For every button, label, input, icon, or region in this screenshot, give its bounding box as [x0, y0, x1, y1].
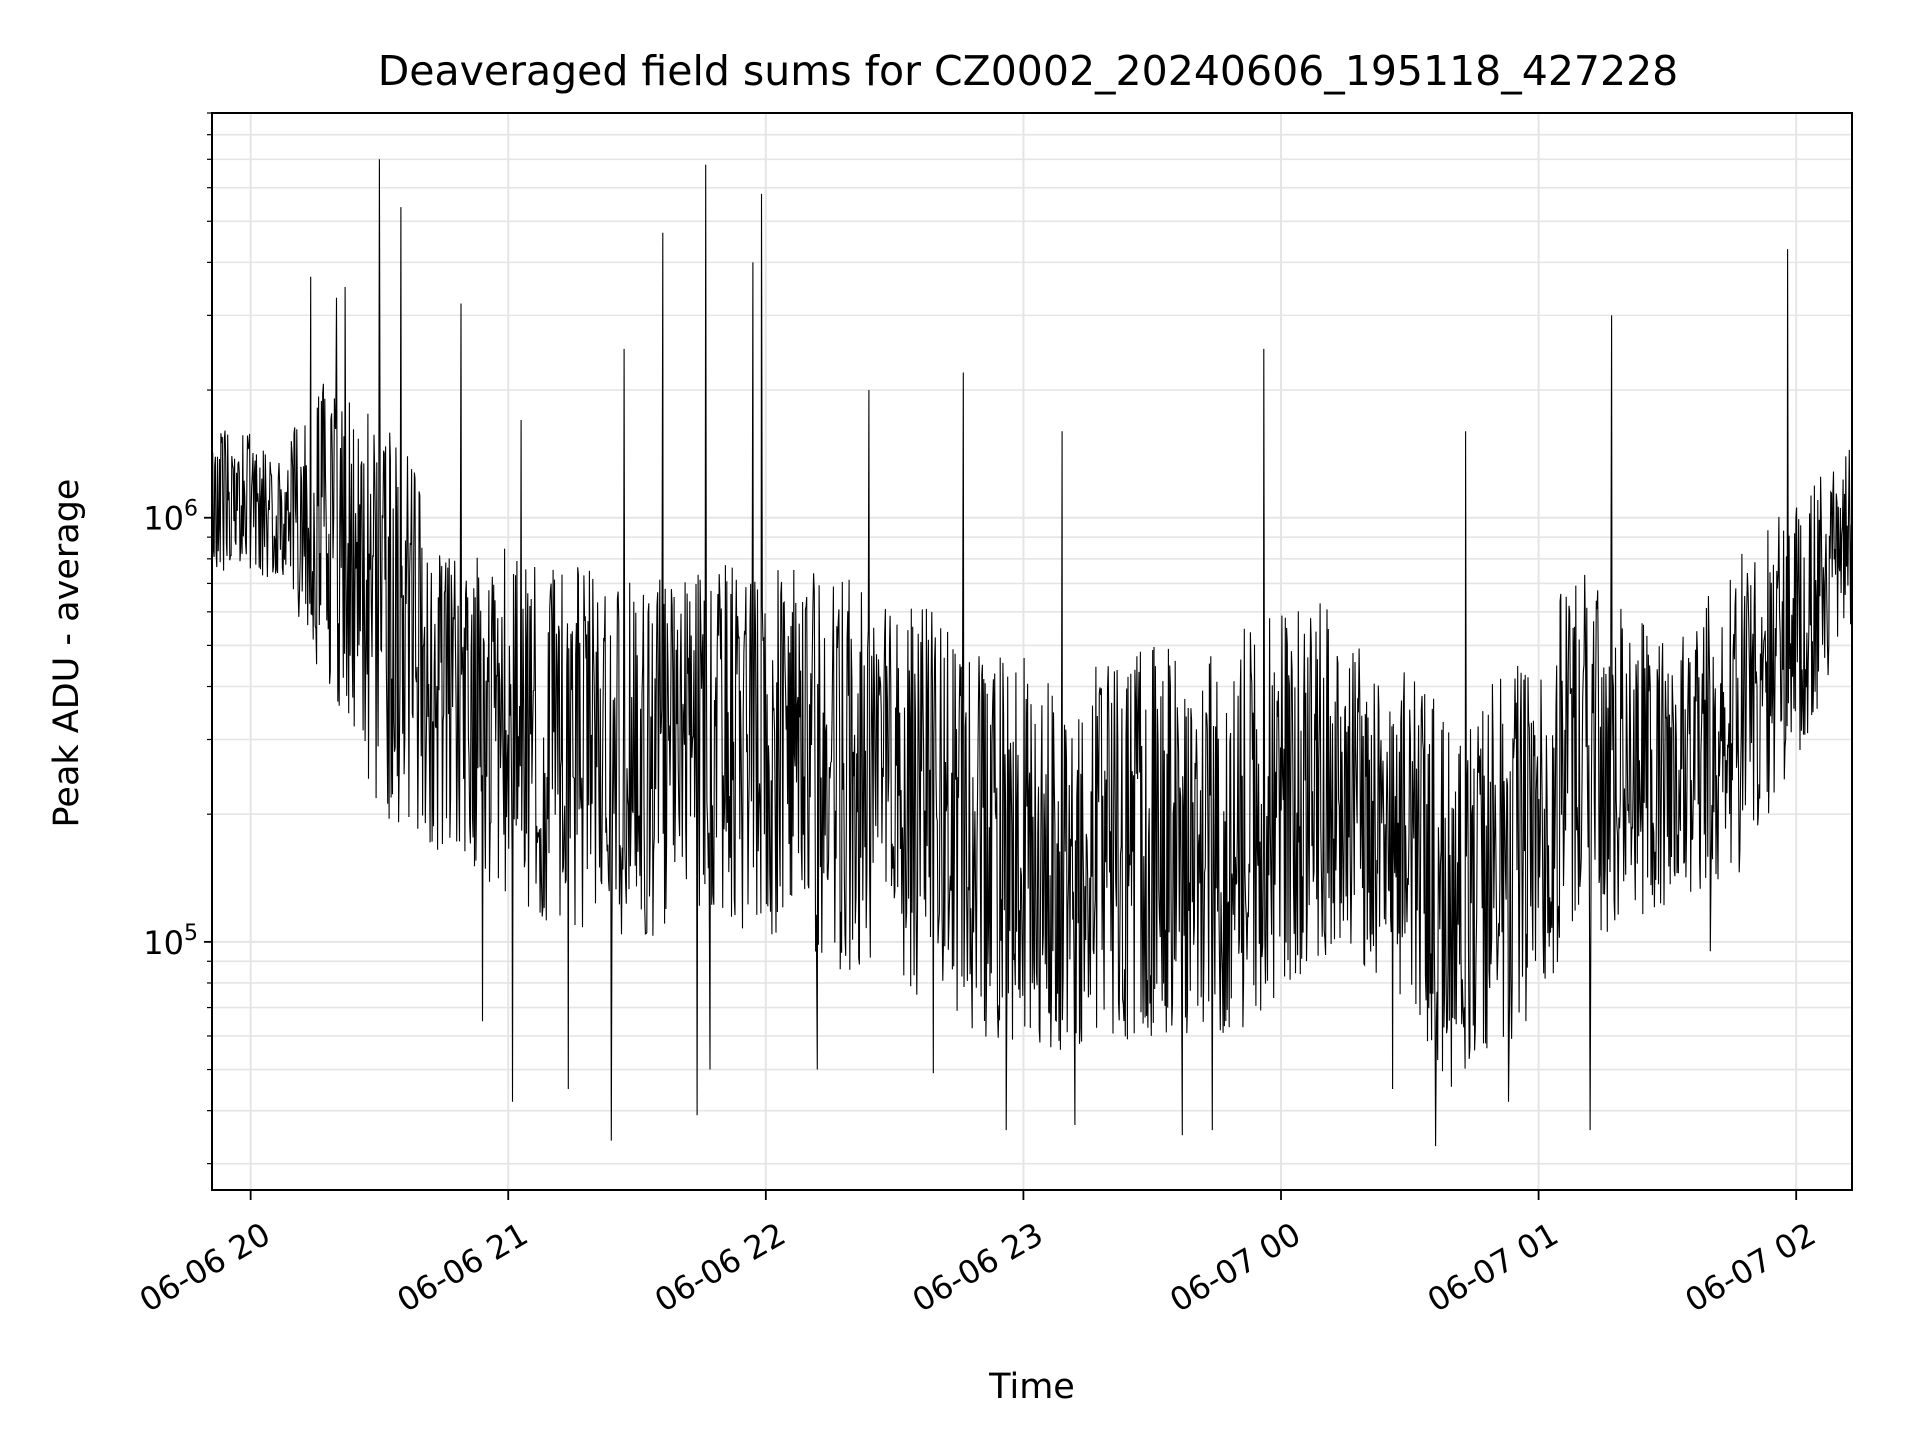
chart-title: Deaveraged field sums for CZ0002_2024060… [378, 47, 1679, 95]
y-axis: 105 106 [143, 112, 212, 1165]
x-axis-label: Time [988, 1367, 1075, 1407]
y-tick-label: 105 [143, 921, 198, 962]
plot-frame [211, 112, 1853, 1191]
y-axis-label: Peak ADU - average [47, 479, 87, 828]
y-tick-label: 106 [143, 497, 198, 538]
series-line [212, 159, 1852, 1147]
series-path [212, 159, 1852, 1147]
